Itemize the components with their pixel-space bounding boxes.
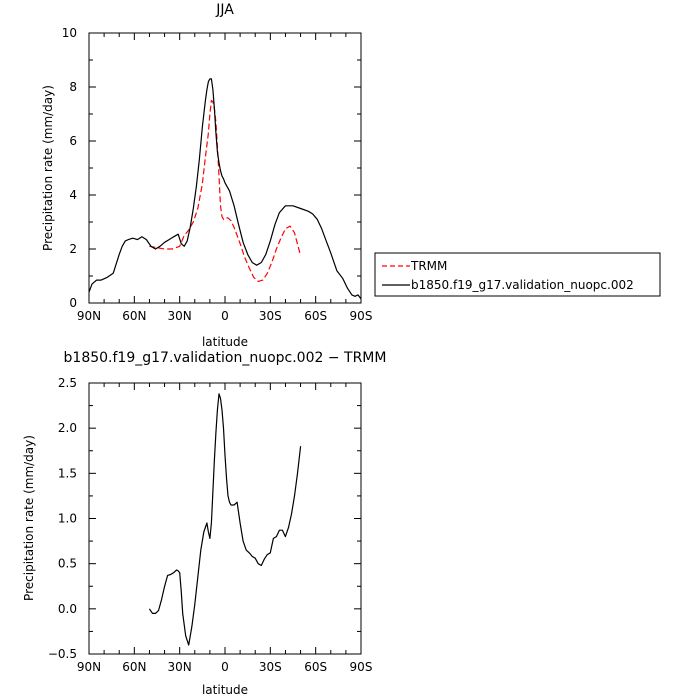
top-chart-xtick-label: 30S xyxy=(259,309,282,323)
bottom-chart-xtick-label: 30S xyxy=(259,660,282,674)
legend-label-trmm: TRMM xyxy=(410,259,447,273)
bottom-chart-frame xyxy=(88,382,362,655)
top-chart-ytick-label: 10 xyxy=(62,26,77,40)
top-chart-ticks: 90N 60N 30N 0 30S 60S 90S 0 2 4 6 8 10 xyxy=(62,26,373,323)
bottom-chart-ytick-label: 2.0 xyxy=(58,421,77,435)
bottom-chart-ytick-label: 1.5 xyxy=(58,466,77,480)
bottom-chart-ytick-label: 0.5 xyxy=(58,557,77,571)
bottom-chart-series-line-0 xyxy=(148,393,302,646)
top-chart-series-line-0 xyxy=(149,99,302,282)
bottom-chart-xtick-label: 60S xyxy=(304,660,327,674)
top-chart-ytick-label: 6 xyxy=(69,134,77,148)
top-chart-series-line-1 xyxy=(88,78,362,300)
bottom-chart-ytick-label: 0.0 xyxy=(58,602,77,616)
bottom-chart-ytick-label: −0.5 xyxy=(48,647,77,661)
top-chart-ytick-label: 4 xyxy=(69,188,77,202)
top-chart-xtick-label: 60S xyxy=(304,309,327,323)
legend: TRMM b1850.f19_g17.validation_nuopc.002 xyxy=(374,252,661,297)
top-chart-ytick-label: 8 xyxy=(69,80,77,94)
top-chart-panel: JJA latitude Precipitation rate (mm/day)… xyxy=(41,2,372,349)
bottom-chart-xtick-label: 30N xyxy=(168,660,192,674)
bottom-chart-panel: b1850.f19_g17.validation_nuopc.002 − TRM… xyxy=(22,350,386,697)
top-chart-xtick-label: 90S xyxy=(350,309,373,323)
top-chart-xtick-label: 30N xyxy=(168,309,192,323)
bottom-chart-xtick-label: 0 xyxy=(221,660,229,674)
bottom-chart-title: b1850.f19_g17.validation_nuopc.002 − TRM… xyxy=(64,350,387,366)
top-chart-frame xyxy=(88,32,362,304)
bottom-chart-series xyxy=(148,393,302,646)
top-chart-series xyxy=(88,78,362,300)
bottom-chart-ticks: 90N 60N 30N 0 30S 60S 90S −0.5 0.0 0.5 1.0 1.5 2.0 2.… xyxy=(48,376,373,674)
top-chart-ylabel: Precipitation rate (mm/day) xyxy=(41,85,55,251)
bottom-chart-ytick-label: 2.5 xyxy=(58,376,77,390)
top-chart-xtick-label: 90N xyxy=(77,309,101,323)
top-chart-ytick-label: 0 xyxy=(69,296,77,310)
top-chart-xtick-label: 0 xyxy=(221,309,229,323)
top-chart-xtick-label: 60N xyxy=(122,309,146,323)
bottom-chart-ylabel: Precipitation rate (mm/day) xyxy=(22,435,36,601)
legend-label-model: b1850.f19_g17.validation_nuopc.002 xyxy=(411,278,634,292)
legend-box xyxy=(374,252,661,297)
bottom-chart-xtick-label: 90S xyxy=(350,660,373,674)
bottom-chart-xlabel: latitude xyxy=(202,683,248,697)
bottom-chart-xtick-label: 90N xyxy=(77,660,101,674)
top-chart-ytick-label: 2 xyxy=(69,242,77,256)
bottom-chart-xtick-label: 60N xyxy=(122,660,146,674)
bottom-chart-ytick-label: 1.0 xyxy=(58,512,77,526)
top-chart-title: JJA xyxy=(215,2,234,18)
top-chart-xlabel: latitude xyxy=(202,335,248,349)
